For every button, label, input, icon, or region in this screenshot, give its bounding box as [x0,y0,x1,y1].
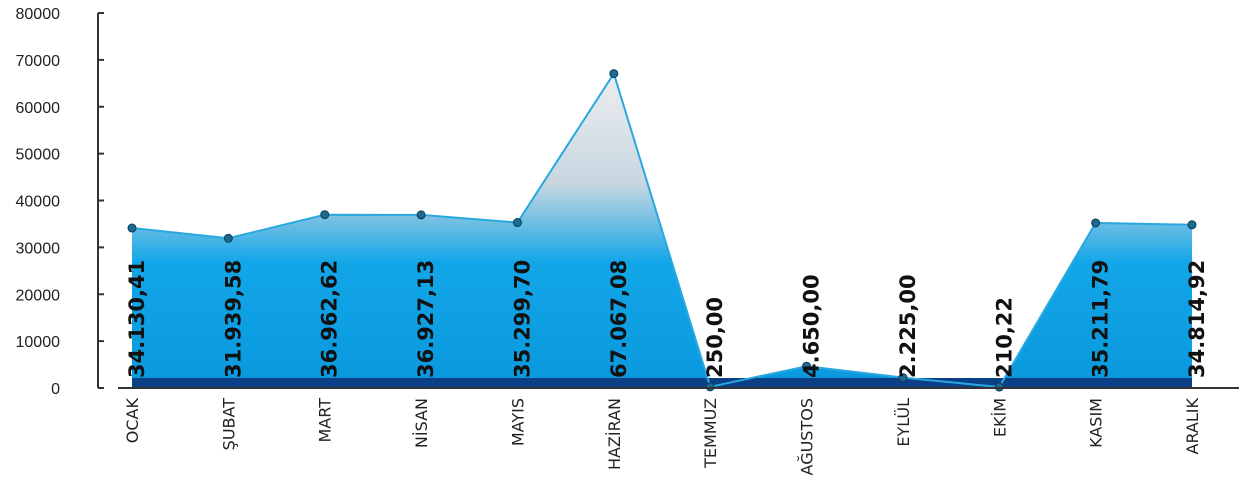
x-tick-label: ŞUBAT [219,398,238,451]
data-label: 34.130,41 [125,260,149,378]
x-tick-label: MAYIS [508,398,527,446]
x-tick-label: EYLÜL [894,398,913,447]
area-series [131,71,1193,389]
y-tick-label: 20000 [16,287,61,304]
x-tick-label: MART [316,398,335,443]
data-label: 250,00 [703,297,727,378]
data-point [512,218,522,228]
y-tick-label: 30000 [16,240,61,257]
y-tick-label: 60000 [16,100,61,117]
data-label: 36.962,62 [318,260,342,378]
data-point [223,233,233,243]
data-label: 2.225,00 [896,274,920,378]
data-point [1091,218,1101,228]
y-tick-label: 40000 [16,194,61,211]
data-label: 67.067,08 [607,260,631,378]
data-point [320,210,330,220]
data-point [802,361,812,371]
y-tick-label: 10000 [16,334,61,351]
x-tick-label: ARALIK [1183,397,1202,454]
y-axis: 0 10000 20000 30000 40000 50000 60000 70000 8000… [16,6,104,398]
y-tick-label: 80000 [16,6,61,23]
data-point [898,373,908,383]
x-tick-label: AĞUSTOS [798,398,817,475]
data-point [1187,220,1197,230]
data-label: 35.299,70 [510,260,534,378]
data-labels: 34.130,41 31.939,58 36.962,62 36.927,13 35.2… [125,260,1209,378]
data-label: 36.927,13 [414,260,438,378]
series-line [131,71,1193,389]
y-tick-label: 0 [51,381,60,398]
y-tick-label: 50000 [16,147,61,164]
x-tick-label: KASIM [1087,398,1106,448]
area-base-band [132,378,1192,388]
data-label: 34.814,92 [1185,260,1209,378]
x-axis: OCAK ŞUBAT MART NİSAN MAYIS HAZİRAN TEMMUZ AĞUS… [118,387,1239,475]
data-point [609,69,619,79]
x-tick-label: EKİM [990,398,1009,437]
data-label: 4.650,00 [800,274,824,378]
data-point [705,382,715,392]
x-tick-label: HAZİRAN [605,398,624,470]
x-tick-label: OCAK [123,397,142,443]
x-tick-label: NİSAN [412,398,431,448]
data-label: 31.939,58 [221,260,245,378]
data-point [127,223,137,233]
data-label: 35.211,79 [1089,260,1113,378]
x-tick-label: TEMMUZ [701,398,720,469]
y-tick-label: 70000 [16,53,61,70]
data-point [416,210,426,220]
data-label: 210,22 [992,297,1016,378]
